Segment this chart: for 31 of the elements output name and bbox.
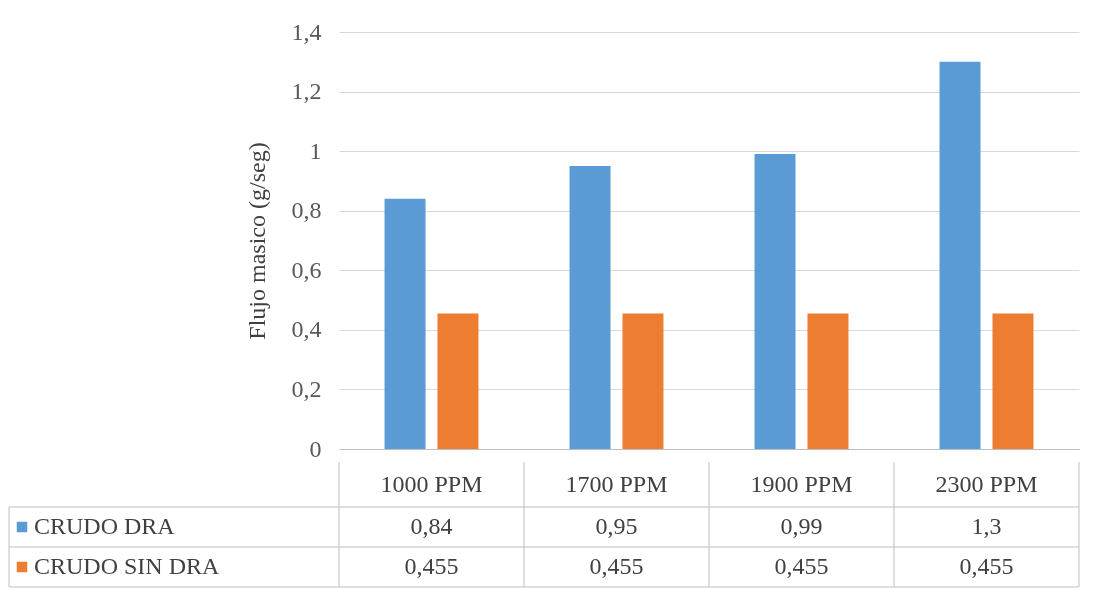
x-tick-label: 1900 PPM bbox=[750, 471, 853, 497]
y-tick-label: 1,2 bbox=[291, 78, 322, 105]
bar bbox=[437, 313, 479, 449]
data-label: 0,455 bbox=[589, 553, 644, 579]
y-tick-label: 0 bbox=[309, 435, 322, 462]
data-label: 0,95 bbox=[595, 513, 638, 539]
data-label: 0,455 bbox=[404, 553, 459, 579]
y-axis-title: Flujo masico (g/seg) bbox=[243, 142, 270, 340]
data-label: 0,99 bbox=[780, 513, 823, 539]
bar bbox=[807, 313, 849, 449]
x-tick-label: 1000 PPM bbox=[380, 471, 483, 497]
data-label: 0,455 bbox=[774, 553, 829, 579]
x-tick-label: 1700 PPM bbox=[565, 471, 668, 497]
y-tick-label: 0,8 bbox=[291, 197, 322, 224]
bar bbox=[622, 313, 664, 449]
bar bbox=[992, 313, 1034, 449]
bar bbox=[384, 198, 426, 449]
data-label: 0,455 bbox=[959, 553, 1014, 579]
y-tick-label: 1,4 bbox=[291, 18, 322, 45]
data-label: 1,3 bbox=[971, 513, 1002, 539]
x-tick-label: 2300 PPM bbox=[935, 471, 1038, 497]
data-label: 0,84 bbox=[410, 513, 453, 539]
bar bbox=[569, 166, 611, 449]
y-tick-label: 0,6 bbox=[291, 256, 322, 283]
y-tick-label: 1 bbox=[309, 137, 322, 164]
y-tick-label: 0,4 bbox=[291, 316, 322, 343]
y-tick-label: 0,2 bbox=[291, 375, 322, 402]
bar bbox=[754, 154, 796, 449]
legend-label: CRUDO DRA bbox=[34, 513, 176, 539]
bar bbox=[939, 61, 981, 449]
legend-label: CRUDO SIN DRA bbox=[34, 553, 221, 579]
